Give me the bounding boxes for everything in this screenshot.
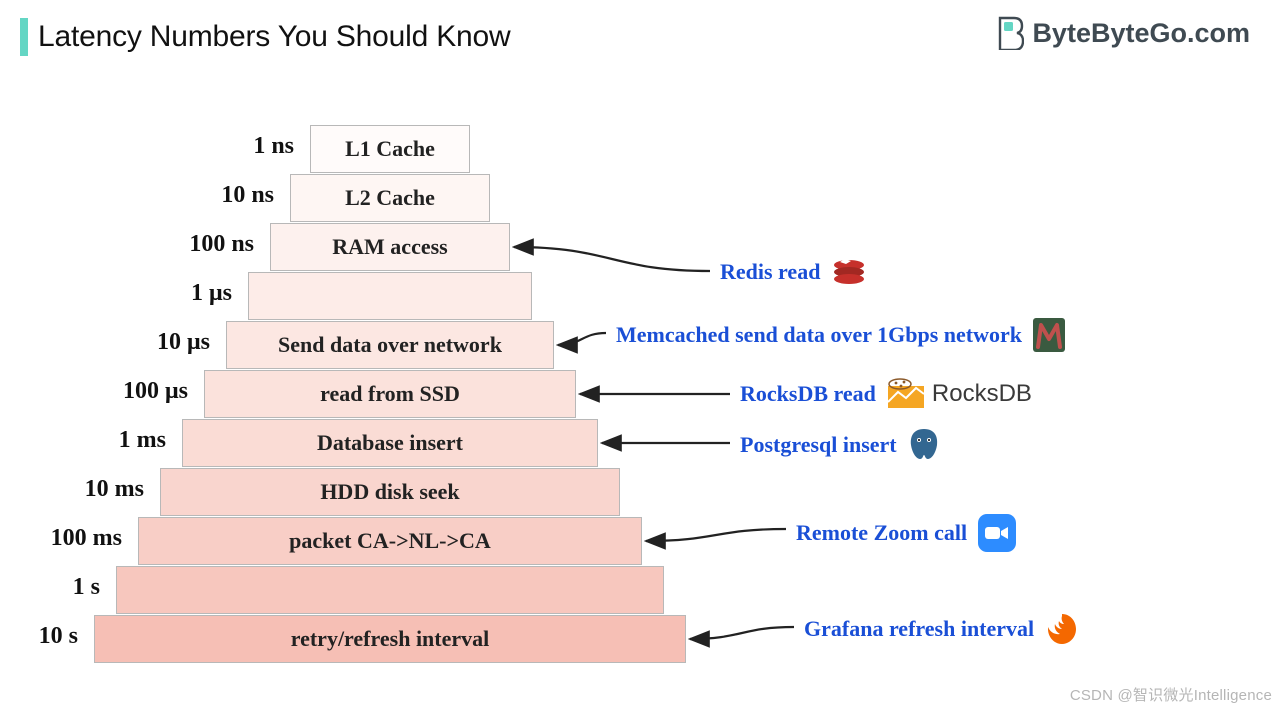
callout: RocksDB read RocksDB: [740, 378, 1032, 410]
time-label: 100 ns: [0, 231, 254, 258]
zoom-icon: [977, 513, 1017, 553]
callout-arrow: [514, 247, 710, 271]
pyramid-tier: packet CA->NL->CA: [138, 517, 642, 565]
callout-arrow: [646, 529, 786, 541]
brand: ByteByteGo.com: [994, 16, 1250, 50]
pyramid-tier: read from SSD: [204, 370, 576, 418]
time-label: 1 ns: [0, 133, 294, 160]
tier-label: packet CA->NL->CA: [289, 528, 491, 554]
pyramid-tier: HDD disk seek: [160, 468, 620, 516]
callout-text: Redis read: [720, 259, 820, 285]
watermark: CSDN @智识微光Intelligence: [1070, 684, 1272, 705]
page-title: Latency Numbers You Should Know: [38, 20, 510, 54]
tier-label: Send data over network: [278, 332, 502, 358]
time-label: 10 ms: [0, 476, 144, 503]
tier-label: HDD disk seek: [320, 479, 459, 505]
time-label: 10 s: [0, 623, 78, 650]
tier-label: RAM access: [332, 234, 447, 260]
rocksdb-icon: [886, 378, 926, 410]
tier-label: Database insert: [317, 430, 463, 456]
callout: Postgresql insert: [740, 427, 941, 463]
callout-text: Grafana refresh interval: [804, 616, 1034, 642]
pyramid-tier: L2 Cache: [290, 174, 490, 222]
callout-arrow: [690, 627, 794, 639]
callout: Memcached send data over 1Gbps network: [616, 317, 1066, 353]
time-label: 1 μs: [0, 280, 232, 307]
tier-label: retry/refresh interval: [291, 626, 490, 652]
callout-arrow: [558, 333, 606, 345]
postgres-icon: [907, 427, 941, 463]
tier-label: L2 Cache: [345, 185, 435, 211]
rocksdb-wordmark: RocksDB: [932, 380, 1032, 408]
callout: Remote Zoom call: [796, 513, 1017, 553]
brand-logo-icon: [994, 16, 1024, 50]
callout-text: Memcached send data over 1Gbps network: [616, 322, 1022, 348]
callout: Redis read: [720, 255, 868, 289]
title-accent-bar: [20, 18, 28, 56]
callout: Grafana refresh interval: [804, 611, 1080, 647]
grafana-icon: [1044, 611, 1080, 647]
pyramid-tier: retry/refresh interval: [94, 615, 686, 663]
time-label: 1 s: [0, 574, 100, 601]
time-label: 100 ms: [0, 525, 122, 552]
time-label: 10 μs: [0, 329, 210, 356]
pyramid-tier: RAM access: [270, 223, 510, 271]
pyramid-tier: Database insert: [182, 419, 598, 467]
callout-text: Postgresql insert: [740, 432, 897, 458]
tier-label: read from SSD: [320, 381, 460, 407]
time-label: 100 μs: [0, 378, 188, 405]
time-label: 1 ms: [0, 427, 166, 454]
pyramid-tier: [116, 566, 664, 614]
pyramid-tier: L1 Cache: [310, 125, 470, 173]
memcached-icon: [1032, 317, 1066, 353]
time-label: 10 ns: [0, 182, 274, 209]
pyramid-tier: [248, 272, 532, 320]
tier-label: L1 Cache: [345, 136, 435, 162]
callout-text: RocksDB read: [740, 381, 876, 407]
page-title-block: Latency Numbers You Should Know: [20, 18, 510, 56]
redis-icon: [830, 255, 868, 289]
brand-text: ByteByteGo.com: [1032, 18, 1250, 49]
callout-text: Remote Zoom call: [796, 520, 967, 546]
pyramid-tier: Send data over network: [226, 321, 554, 369]
